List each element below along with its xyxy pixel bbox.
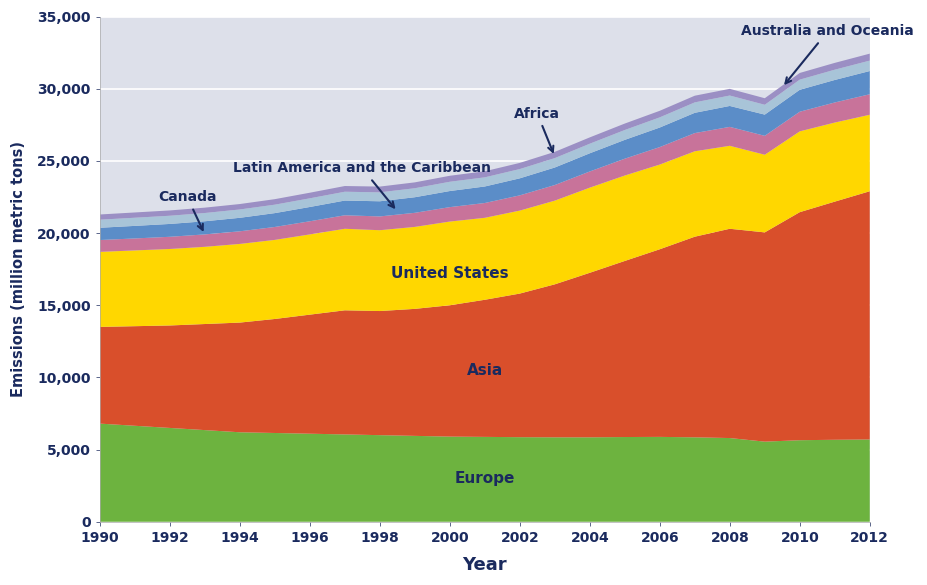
Text: Asia: Asia: [466, 363, 502, 378]
Text: Europe: Europe: [454, 471, 514, 486]
Text: United States: United States: [390, 266, 508, 281]
Text: Australia and Oceania: Australia and Oceania: [741, 24, 913, 84]
Text: Africa: Africa: [514, 106, 560, 152]
X-axis label: Year: Year: [462, 556, 506, 574]
Y-axis label: Emissions (million metric tons): Emissions (million metric tons): [11, 141, 26, 397]
Text: Latin America and the Caribbean: Latin America and the Caribbean: [233, 161, 490, 208]
Text: Canada: Canada: [158, 190, 216, 230]
